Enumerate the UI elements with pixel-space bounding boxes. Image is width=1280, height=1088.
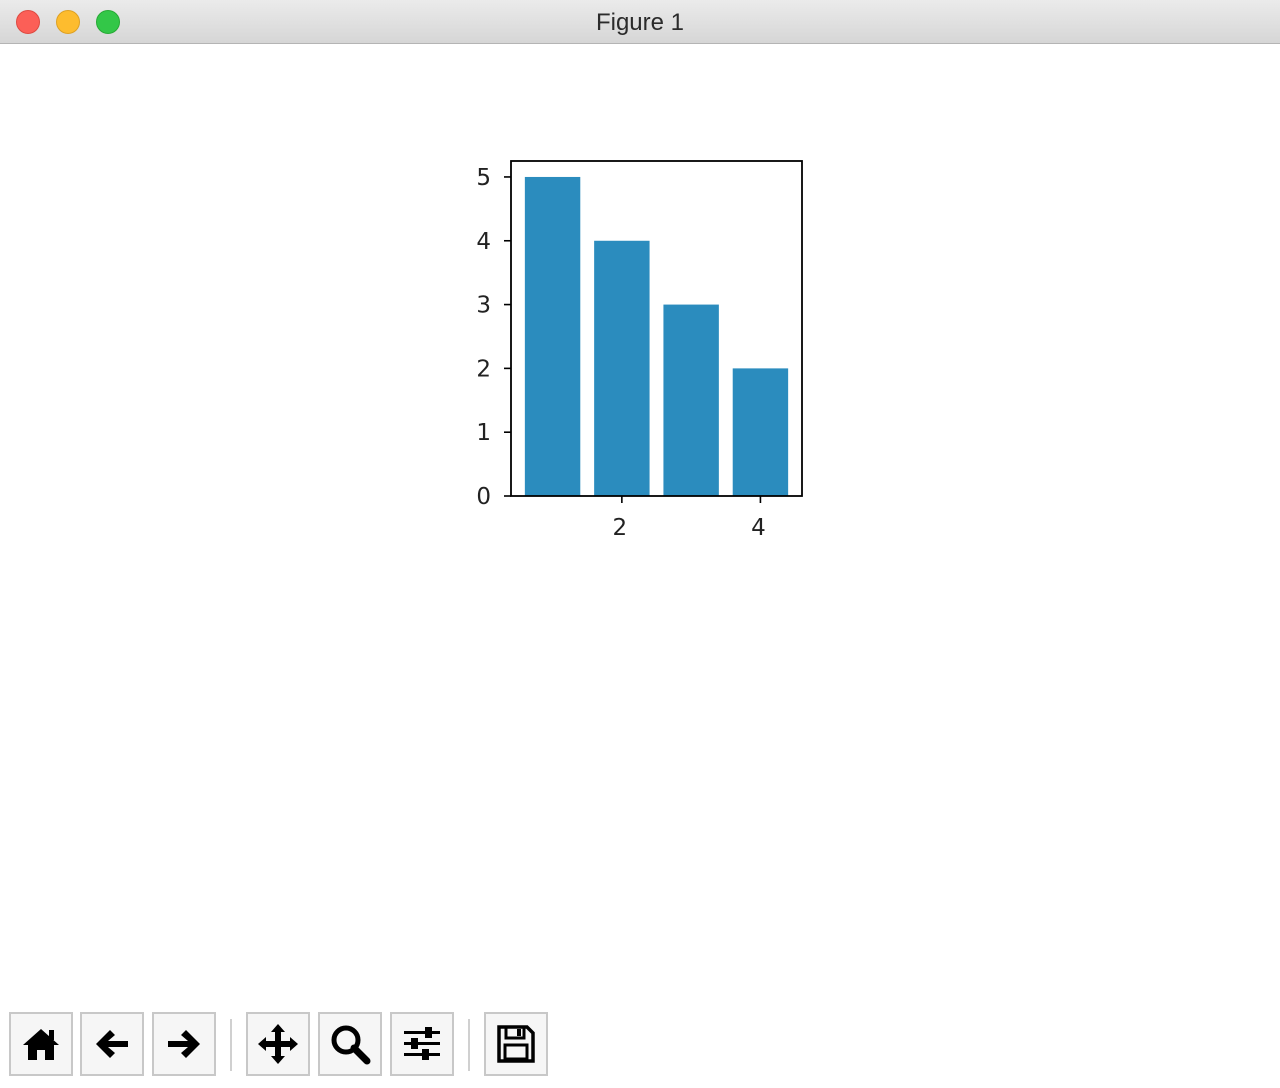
toolbar-separator <box>468 1019 470 1071</box>
pan-move-icon <box>258 1024 298 1064</box>
minimize-window-button[interactable] <box>56 10 80 34</box>
bar <box>524 176 581 496</box>
close-window-button[interactable] <box>16 10 40 34</box>
zoom-button[interactable] <box>318 1012 382 1076</box>
x-tick-label: 4 <box>751 515 766 541</box>
pan-button[interactable] <box>246 1012 310 1076</box>
zoom-magnifier-icon <box>331 1025 371 1065</box>
bar <box>732 368 789 496</box>
axes-frame <box>510 160 803 497</box>
y-tick-label: 0 <box>476 484 491 510</box>
forward-button[interactable] <box>152 1012 216 1076</box>
navigation-toolbar <box>0 1005 1280 1088</box>
home-icon <box>23 1029 59 1060</box>
home-button[interactable] <box>9 1012 73 1076</box>
window-title: Figure 1 <box>595 9 685 36</box>
y-tick-label: 1 <box>476 420 491 446</box>
y-tick-label: 2 <box>476 356 491 382</box>
forward-arrow-icon <box>168 1030 200 1058</box>
configure-subplots-button[interactable] <box>390 1012 454 1076</box>
save-floppy-icon <box>497 1025 535 1063</box>
window-titlebar: Figure 1 <box>0 0 1280 44</box>
y-tick-label: 3 <box>476 293 491 319</box>
y-tick-label: 5 <box>476 165 491 191</box>
y-tick-label: 4 <box>476 229 491 255</box>
figure-canvas[interactable]: 0 1 2 3 4 5 2 4 <box>0 45 1280 1005</box>
back-button[interactable] <box>80 1012 144 1076</box>
x-tick-label: 2 <box>613 515 628 541</box>
back-arrow-icon <box>96 1030 128 1058</box>
maximize-window-button[interactable] <box>96 10 120 34</box>
bar <box>594 240 650 496</box>
toolbar-separator <box>230 1019 232 1071</box>
bar-chart: 0 1 2 3 4 5 2 4 <box>476 160 803 541</box>
save-button[interactable] <box>484 1012 548 1076</box>
sliders-icon <box>404 1027 440 1060</box>
bar <box>663 304 719 496</box>
